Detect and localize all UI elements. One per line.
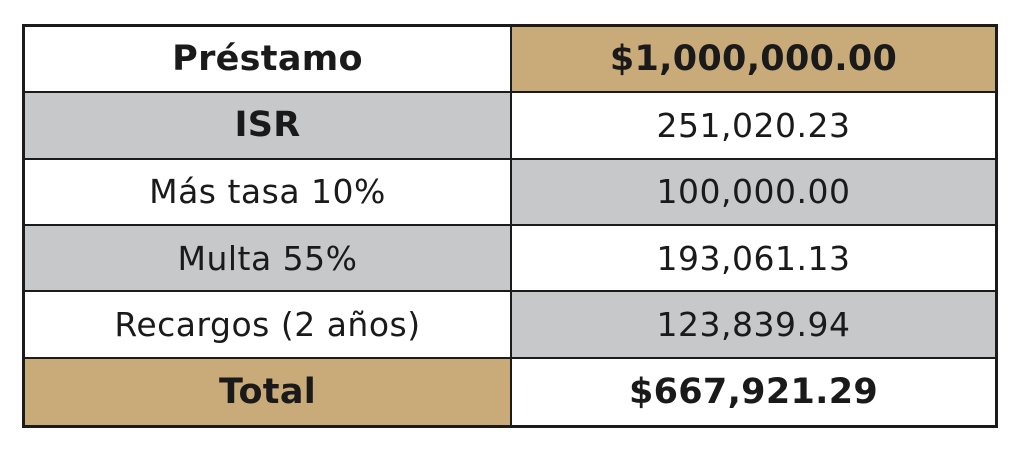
row-value-recargos: 123,839.94 — [512, 292, 995, 359]
row-value-total: $667,921.29 — [512, 358, 995, 425]
row-label-multa: Multa 55% — [25, 226, 512, 293]
row-label-recargos: Recargos (2 años) — [25, 292, 512, 359]
row-label-total: Total — [25, 358, 512, 425]
row-label-isr: ISR — [25, 93, 512, 160]
row-value-tasa: 100,000.00 — [512, 159, 995, 226]
loan-tax-table: Préstamo $1,000,000.00 ISR 251,020.23 Má… — [22, 24, 998, 428]
row-value-prestamo: $1,000,000.00 — [512, 27, 995, 94]
row-label-tasa: Más tasa 10% — [25, 159, 512, 226]
row-value-isr: 251,020.23 — [512, 93, 995, 160]
row-value-multa: 193,061.13 — [512, 226, 995, 293]
row-label-prestamo: Préstamo — [25, 27, 512, 94]
